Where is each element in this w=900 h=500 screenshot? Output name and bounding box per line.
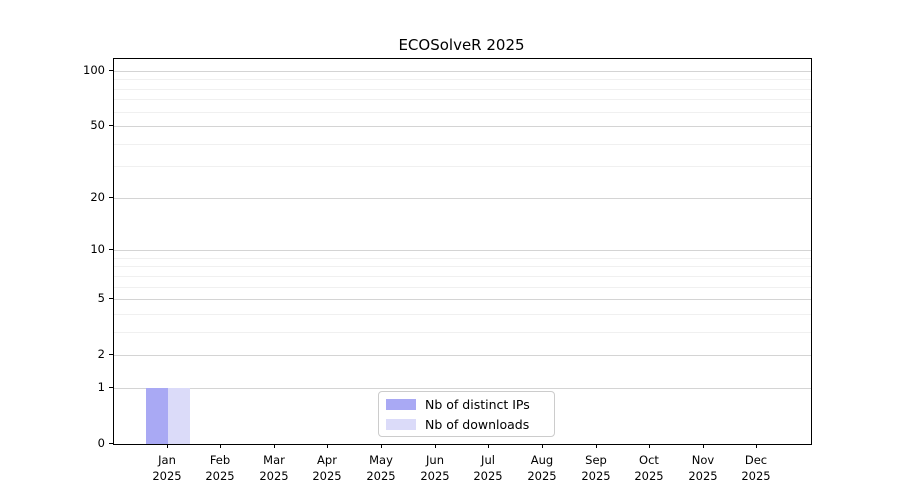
y-tick-mark <box>109 387 113 388</box>
x-tick-label: Jan 2025 <box>152 453 182 483</box>
legend: Nb of distinct IPs Nb of downloads <box>378 391 555 437</box>
y-tick-label: 2 <box>97 347 105 361</box>
x-tick-mark <box>488 444 489 448</box>
legend-swatch-downloads <box>386 418 416 430</box>
y-tick-mark <box>109 125 113 126</box>
y-gridline-minor <box>114 332 811 333</box>
y-tick-label: 50 <box>90 118 105 132</box>
y-gridline-major <box>114 388 811 389</box>
legend-swatch-distinct-ips <box>386 398 416 410</box>
y-gridline-minor <box>114 276 811 277</box>
y-tick-mark <box>109 197 113 198</box>
x-tick-mark <box>274 444 275 448</box>
y-gridline-major <box>114 71 811 72</box>
y-gridline-minor <box>114 79 811 80</box>
chart-title: ECOSolveR 2025 <box>398 36 525 54</box>
y-tick-mark <box>109 298 113 299</box>
y-tick-label: 1 <box>97 380 105 394</box>
y-gridline-minor <box>114 314 811 315</box>
x-tick-mark <box>542 444 543 448</box>
legend-item-distinct-ips: Nb of distinct IPs <box>386 396 546 412</box>
y-tick-mark <box>109 70 113 71</box>
x-tick-label: May 2025 <box>366 453 396 483</box>
y-tick-mark <box>109 249 113 250</box>
legend-item-downloads: Nb of downloads <box>386 416 546 432</box>
x-tick-mark <box>756 444 757 448</box>
y-tick-label: 0 <box>97 436 105 450</box>
x-tick-label: Mar 2025 <box>259 453 289 483</box>
y-gridline-minor <box>114 258 811 259</box>
bar-downloads <box>168 388 190 444</box>
x-tick-mark <box>327 444 328 448</box>
legend-label-distinct-ips: Nb of distinct IPs <box>425 396 530 412</box>
y-gridline-minor <box>114 166 811 167</box>
y-tick-label: 20 <box>90 190 105 204</box>
x-tick-label: Dec 2025 <box>741 453 771 483</box>
x-tick-label: Aug 2025 <box>527 453 557 483</box>
x-tick-label: Oct 2025 <box>634 453 664 483</box>
x-tick-mark <box>167 444 168 448</box>
y-gridline-minor <box>114 144 811 145</box>
x-tick-label: Nov 2025 <box>688 453 718 483</box>
y-gridline-minor <box>114 112 811 113</box>
plot-area <box>113 58 812 445</box>
y-tick-label: 10 <box>90 242 105 256</box>
y-gridline-minor <box>114 266 811 267</box>
y-tick-label: 100 <box>83 63 105 77</box>
y-gridline-major <box>114 126 811 127</box>
x-tick-mark <box>381 444 382 448</box>
x-tick-label: Jul 2025 <box>473 453 503 483</box>
y-gridline-major <box>114 198 811 199</box>
x-tick-mark <box>435 444 436 448</box>
y-gridline-minor <box>114 99 811 100</box>
x-tick-mark <box>649 444 650 448</box>
x-tick-mark <box>596 444 597 448</box>
y-gridline-major <box>114 355 811 356</box>
bar-distinct-ips <box>146 388 168 444</box>
y-gridline-major <box>114 250 811 251</box>
x-tick-label: Apr 2025 <box>312 453 342 483</box>
y-tick-mark <box>109 443 113 444</box>
y-tick-label: 5 <box>97 291 105 305</box>
x-tick-mark <box>703 444 704 448</box>
y-gridline-minor <box>114 287 811 288</box>
y-gridline-minor <box>114 89 811 90</box>
y-tick-mark <box>109 354 113 355</box>
x-tick-label: Feb 2025 <box>205 453 235 483</box>
y-gridline-major <box>114 299 811 300</box>
x-tick-mark <box>220 444 221 448</box>
legend-label-downloads: Nb of downloads <box>425 416 530 432</box>
x-tick-label: Jun 2025 <box>420 453 450 483</box>
x-tick-label: Sep 2025 <box>581 453 611 483</box>
